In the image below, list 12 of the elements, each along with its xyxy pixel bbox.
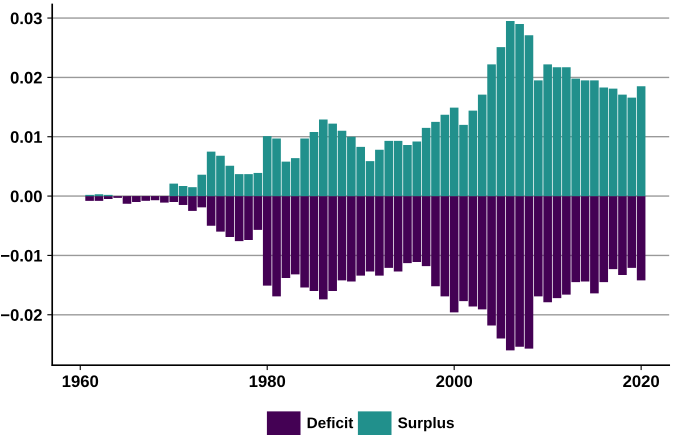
y-tick-label: 0.01	[10, 131, 42, 143]
y-tick-label: 0.02	[10, 72, 42, 84]
legend-label: Surplus	[398, 417, 454, 432]
y-tick-label: 0.00	[10, 190, 42, 202]
x-tick-label: 1980	[250, 375, 286, 388]
y-tick-label: 0.03	[10, 12, 42, 24]
legend-label: Deficit	[308, 417, 354, 428]
x-tick-label: 2020	[623, 375, 659, 388]
y-tick-label: −0.02	[1, 309, 42, 321]
x-tick-label: 1960	[62, 375, 98, 388]
x-tick-label: 2000	[436, 375, 472, 388]
y-tick-label: −0.01	[1, 250, 42, 262]
